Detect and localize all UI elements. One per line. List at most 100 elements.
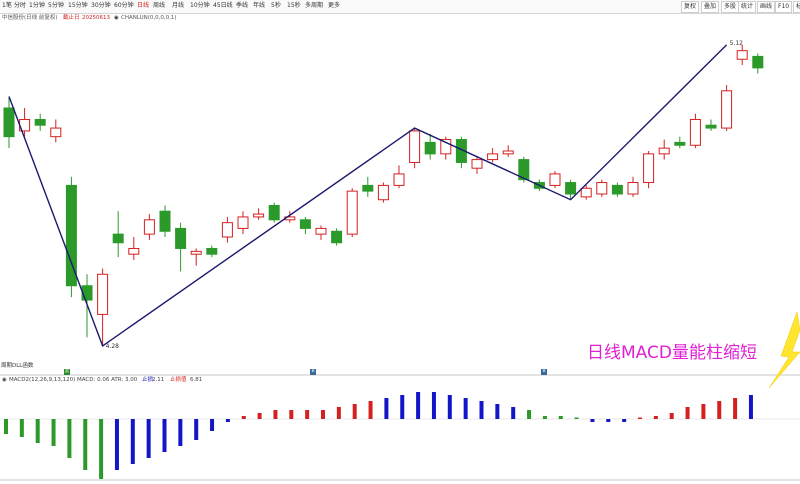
period-tab-6[interactable]: 60分钟 xyxy=(114,2,134,9)
macd-bar xyxy=(622,419,627,422)
macd-tag-2: 止损值 xyxy=(170,377,187,383)
period-tab-4[interactable]: 15分钟 xyxy=(68,2,88,9)
macd-bar xyxy=(83,419,88,470)
macd-toggle-icon[interactable]: ◉ xyxy=(2,377,7,383)
macd-bar xyxy=(19,419,24,437)
macd-bar xyxy=(99,419,104,479)
candle-body xyxy=(549,173,561,186)
period-tab-8[interactable]: 周线 xyxy=(153,2,166,9)
period-tab-12[interactable]: 季线 xyxy=(236,2,249,9)
macd-bar xyxy=(384,398,389,419)
macd-bar xyxy=(178,419,183,446)
period-tab-3[interactable]: 5分钟 xyxy=(48,2,64,9)
period-tab-17[interactable]: 更多 xyxy=(328,2,341,9)
macd-bar xyxy=(527,410,532,419)
macd-bar xyxy=(495,404,500,419)
macd-bar xyxy=(130,419,135,464)
period-tab-0[interactable]: 1笔 xyxy=(2,2,12,9)
price-label: 5.12 xyxy=(730,40,744,47)
tool-button-6[interactable]: 标 xyxy=(793,1,800,13)
candle-body xyxy=(658,147,670,155)
period-tab-5[interactable]: 30分钟 xyxy=(91,2,111,9)
macd-bar xyxy=(257,413,262,419)
macd-bar xyxy=(194,419,199,440)
tool-button-4[interactable]: 画线 xyxy=(757,1,776,13)
candle-body xyxy=(315,227,327,235)
signal-marker-icon: 卖 xyxy=(64,369,70,375)
candle-body xyxy=(50,127,62,138)
candle-body xyxy=(128,247,140,255)
candle-body xyxy=(643,153,655,184)
signal-marker-icon: B xyxy=(310,369,316,375)
macd-bar xyxy=(431,392,436,419)
period-tab-15[interactable]: 15秒 xyxy=(287,2,301,9)
stock-name: 中信股份(日线 前复权) xyxy=(2,15,58,21)
macd-bar xyxy=(416,392,421,419)
candle-body xyxy=(689,118,701,146)
candle-body xyxy=(362,184,374,192)
candle-body xyxy=(455,139,467,163)
macd-bar xyxy=(352,404,357,419)
candle-body xyxy=(237,216,249,229)
tool-button-0[interactable]: 复权 xyxy=(681,1,700,13)
candle-body xyxy=(409,130,421,163)
date-value: 20250613 xyxy=(82,15,110,21)
period-tab-7[interactable]: 日线 xyxy=(137,2,150,9)
macd-bar xyxy=(336,407,341,419)
macd-bar xyxy=(146,419,151,458)
candle-body xyxy=(221,222,233,238)
candle-body xyxy=(34,118,46,126)
period-tab-11[interactable]: 45日线 xyxy=(213,2,233,9)
period-tab-13[interactable]: 年线 xyxy=(253,2,266,9)
period-tab-9[interactable]: 月线 xyxy=(172,2,185,9)
macd-bar xyxy=(368,401,373,419)
macd-bar xyxy=(717,401,722,419)
macd-bar xyxy=(542,416,547,419)
macd-bar xyxy=(210,419,215,431)
period-tab-10[interactable]: 10分钟 xyxy=(190,2,210,9)
macd-bar xyxy=(321,410,325,419)
price-label: 4.28 xyxy=(106,343,120,350)
candle-body xyxy=(331,230,343,244)
macd-bar xyxy=(35,419,40,443)
candle-body xyxy=(143,219,155,235)
macd-bar xyxy=(685,407,690,419)
macd-bar xyxy=(558,416,563,419)
macd-bar xyxy=(447,395,452,419)
candle-body xyxy=(596,182,608,195)
indicator-name[interactable]: CHANLUN(0,0,0,0,1) xyxy=(121,15,177,21)
macd-bar xyxy=(701,404,706,419)
candle-body xyxy=(393,173,405,186)
macd-info-text: MACD2(12,26,9,13,120) MACD: 0.06 ATR: 3.… xyxy=(9,377,138,383)
macd-bar xyxy=(574,417,579,419)
candle-body xyxy=(3,107,15,138)
tool-button-1[interactable]: 叠加 xyxy=(701,1,720,13)
macd-bar xyxy=(748,395,753,419)
period-tab-16[interactable]: 多周期 xyxy=(305,2,324,9)
macd-bar xyxy=(241,416,246,419)
period-tab-14[interactable]: 5秒 xyxy=(271,2,281,9)
candle-body xyxy=(487,153,499,161)
tool-button-5[interactable]: F10 xyxy=(775,1,793,13)
candle-body xyxy=(206,247,218,255)
macd-value-1: 2.11 xyxy=(152,377,165,383)
macd-bar xyxy=(67,419,72,458)
period-tab-2[interactable]: 1分钟 xyxy=(29,2,45,9)
tool-button-3[interactable]: 统计 xyxy=(738,1,757,13)
date-label: 截止日 xyxy=(63,15,80,21)
candle-body xyxy=(471,159,483,169)
macd-bar xyxy=(733,398,738,419)
period-tab-1[interactable]: 分时 xyxy=(14,2,27,9)
candle-body xyxy=(159,210,171,232)
macd-bar xyxy=(51,419,56,446)
macd-bar xyxy=(273,410,278,419)
signal-marker-icon: B xyxy=(541,369,547,375)
macd-bar xyxy=(653,416,658,419)
macd-bar xyxy=(289,410,294,419)
macd-bar xyxy=(479,401,484,419)
bottom-left-label: 周期DLL函数 xyxy=(1,363,34,369)
candle-body xyxy=(565,182,577,195)
indicator-toggle-icon[interactable]: ◉ xyxy=(114,15,119,21)
macd-bar xyxy=(463,398,468,419)
